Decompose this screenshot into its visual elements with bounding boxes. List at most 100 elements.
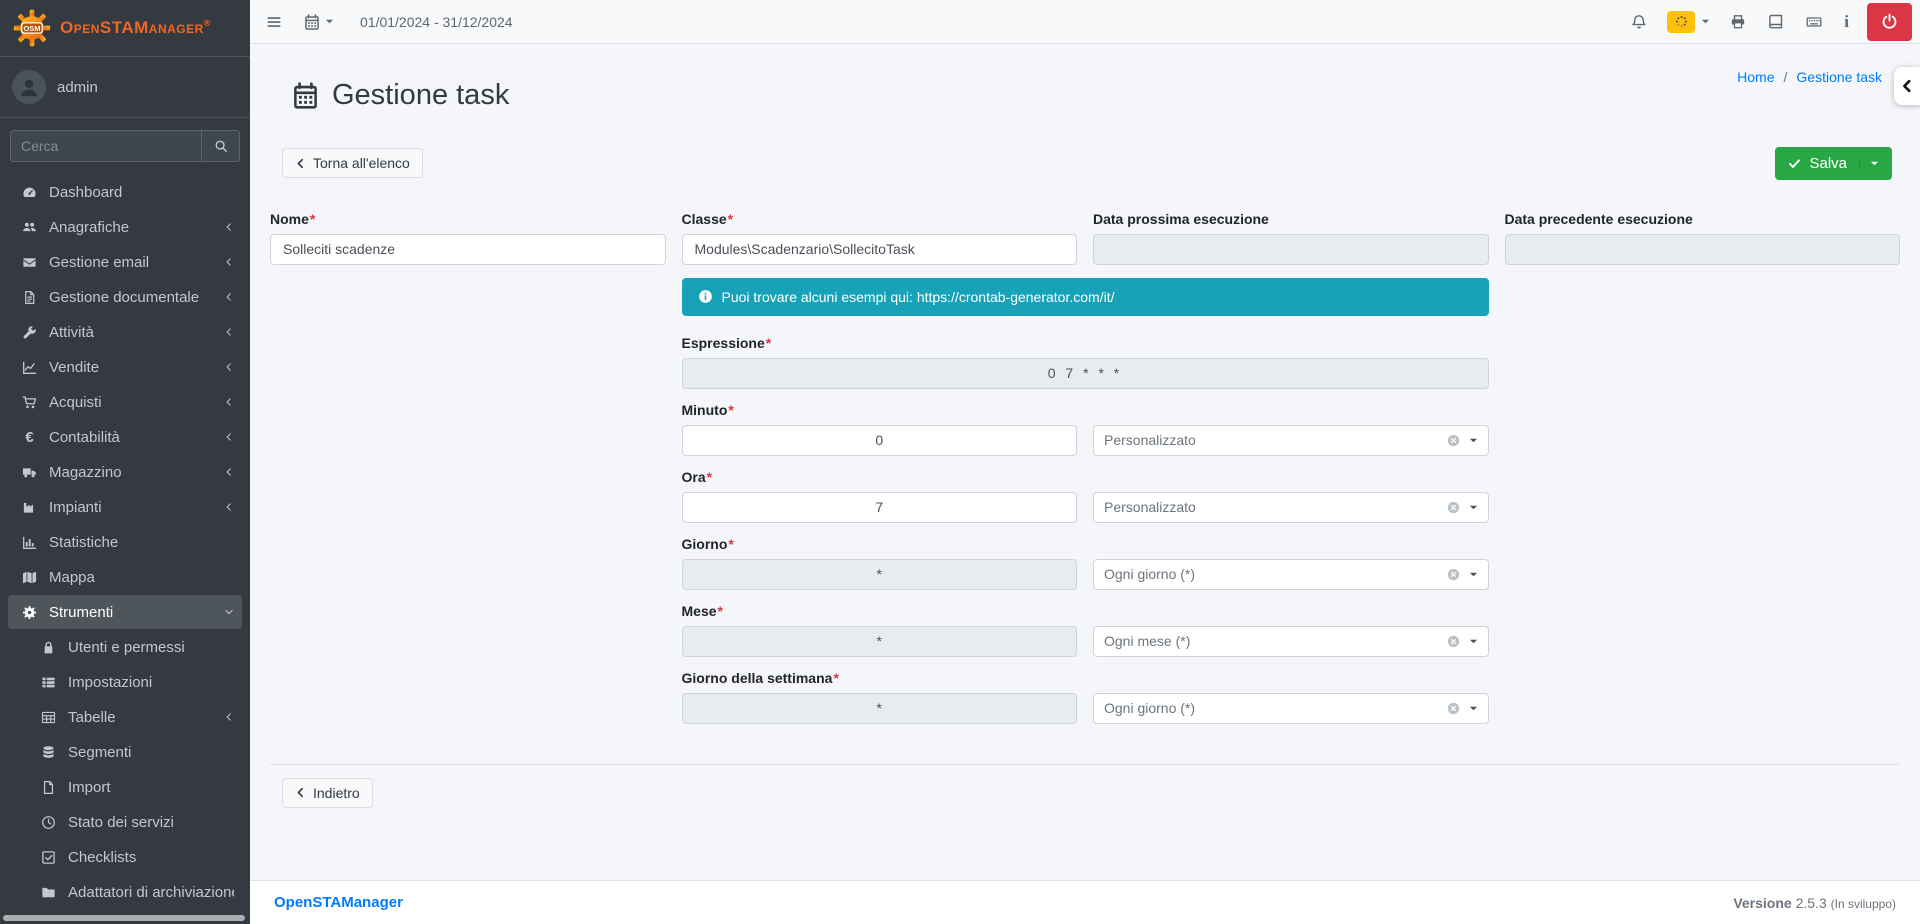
caret-down-icon [1469,570,1478,579]
sidebar-item-attivita[interactable]: Attività [8,315,242,349]
caret-down-icon [1469,704,1478,713]
classe-input[interactable] [681,233,1077,265]
giorno-input [681,558,1077,590]
brand[interactable]: OSM OpenSTAManager® [0,0,250,57]
sidebar-item-mappa[interactable]: Mappa [8,560,242,594]
file-icon [39,780,58,795]
sidebar-item-impostazioni[interactable]: Impostazioni [8,665,242,699]
back-to-list-button[interactable]: Torna all'elenco [282,148,423,179]
sidebar-item-segmenti[interactable]: Segmenti [8,735,242,769]
breadcrumb-home-link[interactable]: Home [1737,69,1775,85]
sidebar-item-statistiche[interactable]: Statistiche [8,525,242,559]
euro-icon: € [25,428,34,446]
user-avatar-icon [12,70,46,104]
table-icon [39,710,58,725]
logout-button[interactable] [1867,2,1912,41]
chevron-left-icon [224,257,234,267]
sidebar-item-tabelle[interactable]: Tabelle [8,700,242,734]
sidebar-search [10,130,240,162]
tachometer-icon [20,185,39,200]
lock-icon [39,640,58,655]
print-button[interactable] [1719,0,1757,43]
search-button[interactable] [201,131,239,161]
map-icon [20,570,39,585]
required-mark: * [309,210,316,227]
clear-selection-icon[interactable] [1447,635,1460,648]
breadcrumb-separator: / [1783,69,1788,85]
sidebar-item-gestione-documentale[interactable]: Gestione documentale [8,280,242,314]
sidebar-item-adattatori-di-archiviazione[interactable]: Adattatori di archiviazione [8,875,242,909]
sidebar-item-contabilita[interactable]: € Contabilità [8,420,242,454]
search-input[interactable] [11,131,201,161]
sidebar-item-label: Vendite [49,358,100,376]
save-button[interactable]: Salva [1775,146,1892,180]
mese-select[interactable]: Ogni mese (*) [1093,625,1489,657]
sidebar-item-impianti[interactable]: Impianti [8,490,242,524]
save-dropdown-toggle[interactable] [1859,158,1879,168]
sidebar-item-acquisti[interactable]: Acquisti [8,385,242,419]
sidebar-item-vendite[interactable]: Vendite [8,350,242,384]
shortcuts-button[interactable] [1795,0,1833,43]
back-button[interactable]: Indietro [282,777,373,808]
breadcrumb-current-link[interactable]: Gestione task [1796,69,1882,85]
printer-icon [1732,14,1745,28]
sidebar-horizontal-scrollbar[interactable] [3,915,245,921]
sidebar-item-magazzino[interactable]: Magazzino [8,455,242,489]
daterange-text[interactable]: 01/01/2024 - 31/12/2024 [360,13,513,30]
ora-input[interactable] [681,491,1077,523]
field-nome: Nome* [270,211,666,265]
nome-input[interactable] [270,233,666,265]
required-mark: * [717,602,723,619]
right-panel-toggle[interactable] [1894,67,1920,105]
field-data-precedente: Data precedente esecuzione [1504,211,1900,265]
sidebar-item-checklists[interactable]: Checklists [8,840,242,874]
sidebar-item-label: Gestione documentale [49,288,200,306]
caret-down-icon [325,17,334,26]
sidebar-item-label: Anagrafiche [49,218,130,236]
field-data-prossima: Data prossima esecuzione [1093,211,1489,265]
sidebar-item-dashboard[interactable]: Dashboard [8,175,242,209]
calendar-icon [292,82,319,109]
chevron-left-icon [1903,79,1911,93]
mese-input [681,625,1077,657]
check-square-icon [39,850,58,865]
minuto-select[interactable]: Personalizzato [1093,424,1489,456]
notifications-button[interactable] [1620,0,1658,43]
folder-icon [39,885,58,900]
info-button[interactable]: i [1833,0,1860,43]
sidebar-item-label: Import [68,778,111,796]
sidebar-item-utenti-e-permessi[interactable]: Utenti e permessi [8,630,242,664]
power-icon [1882,13,1897,29]
required-mark: * [765,334,772,351]
clear-selection-icon[interactable] [1447,434,1460,447]
clear-selection-icon[interactable] [1447,501,1460,514]
info-icon: i [1844,12,1849,31]
bottom-bar: Indietro [250,765,1920,808]
chart-line-icon [20,360,39,375]
clear-selection-icon[interactable] [1447,568,1460,581]
footer-version: Versione 2.5.3 (In sviluppo) [1733,894,1896,911]
giorno-select[interactable]: Ogni giorno (*) [1093,558,1489,590]
sidebar-item-import[interactable]: Import [8,770,242,804]
clear-selection-icon[interactable] [1447,702,1460,715]
giorno-settimana-select[interactable]: Ogni giorno (*) [1093,692,1489,724]
giorno-settimana-input [681,692,1077,724]
minuto-input[interactable] [681,424,1077,456]
sidebar-item-label: Magazzino [49,463,122,481]
hooks-status-dropdown[interactable] [1658,0,1719,43]
sidebar-toggle-button[interactable] [255,0,293,43]
user-panel[interactable]: admin [0,57,250,118]
sidebar-item-label: Statistiche [49,533,119,551]
breadcrumb: Home / Gestione task [1737,60,1882,85]
sidebar-item-strumenti[interactable]: Strumenti [8,595,242,629]
field-giorno: Giorno* Ogni giorno (*) [681,536,1489,590]
sidebar-item-gestione-email[interactable]: Gestione email [8,245,242,279]
sidebar-item-anagrafiche[interactable]: Anagrafiche [8,210,242,244]
docs-button[interactable] [1757,0,1795,43]
footer-brand-link[interactable]: OpenSTAManager [274,894,403,911]
sidebar-item-stato-dei-servizi[interactable]: Stato dei servizi [8,805,242,839]
daterange-dropdown-button[interactable] [293,0,345,43]
caret-down-icon [1469,436,1478,445]
ora-select[interactable]: Personalizzato [1093,491,1489,523]
sidebar-item-label: Attività [49,323,95,341]
